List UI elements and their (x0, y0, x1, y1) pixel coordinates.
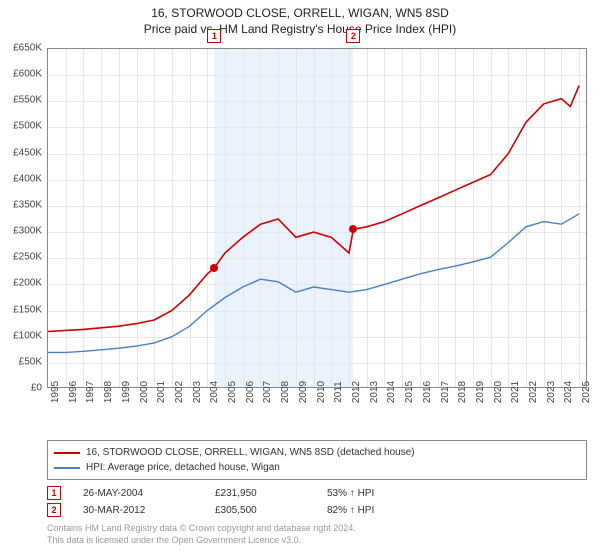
sale-marker-2: 2 (346, 29, 360, 43)
x-axis-label: 2006 (245, 381, 256, 403)
sale-marker-1: 1 (207, 29, 221, 43)
legend-swatch (54, 452, 80, 454)
footer-line2: This data is licensed under the Open Gov… (47, 535, 587, 547)
x-axis-label: 2009 (298, 381, 309, 403)
x-axis-label: 2003 (192, 381, 203, 403)
series-price_paid (48, 86, 579, 332)
chart-subtitle: Price paid vs. HM Land Registry's House … (0, 22, 600, 40)
y-axis-label: £550K (13, 95, 42, 106)
chart-area: 12 £0£50K£100K£150K£200K£250K£300K£350K£… (47, 48, 587, 408)
x-axis-label: 2018 (457, 381, 468, 403)
sale-pct-vs-hpi: 82% ↑ HPI (327, 505, 374, 516)
legend-row: HPI: Average price, detached house, Wiga… (54, 460, 580, 475)
marker-id-badge: 2 (47, 503, 61, 517)
sale-point-2 (349, 225, 357, 233)
x-axis-label: 2015 (404, 381, 415, 403)
x-axis-label: 2017 (440, 381, 451, 403)
footer-text: Contains HM Land Registry data © Crown c… (47, 523, 587, 546)
sale-date: 30-MAR-2012 (83, 505, 193, 516)
y-axis-label: £0 (31, 383, 42, 394)
x-axis-label: 2013 (369, 381, 380, 403)
y-axis-label: £450K (13, 147, 42, 158)
series-hpi (48, 214, 579, 353)
x-axis-label: 1999 (121, 381, 132, 403)
x-axis-label: 2005 (227, 381, 238, 403)
x-axis-label: 2021 (510, 381, 521, 403)
x-axis-label: 2001 (156, 381, 167, 403)
x-axis-label: 2011 (333, 381, 344, 403)
sale-point-1 (210, 264, 218, 272)
footer-line1: Contains HM Land Registry data © Crown c… (47, 523, 587, 535)
plot-region: 12 (47, 48, 587, 388)
y-axis-label: £100K (13, 330, 42, 341)
x-axis-label: 2008 (280, 381, 291, 403)
y-axis-label: £400K (13, 173, 42, 184)
x-axis-label: 1995 (50, 381, 61, 403)
y-axis-label: £500K (13, 121, 42, 132)
table-row: 1 26-MAY-2004 £231,950 53% ↑ HPI (47, 486, 587, 500)
x-axis-label: 1996 (68, 381, 79, 403)
chart-container: 16, STORWOOD CLOSE, ORRELL, WIGAN, WN5 8… (0, 0, 600, 560)
y-axis-label: £200K (13, 278, 42, 289)
x-axis-label: 1997 (85, 381, 96, 403)
table-row: 2 30-MAR-2012 £305,500 82% ↑ HPI (47, 503, 587, 517)
chart-title: 16, STORWOOD CLOSE, ORRELL, WIGAN, WN5 8… (0, 0, 600, 22)
x-axis-label: 2007 (262, 381, 273, 403)
legend-row: 16, STORWOOD CLOSE, ORRELL, WIGAN, WN5 8… (54, 445, 580, 460)
x-axis-label: 2020 (493, 381, 504, 403)
x-axis-label: 2024 (563, 381, 574, 403)
sale-pct-vs-hpi: 53% ↑ HPI (327, 488, 374, 499)
x-axis-label: 2002 (174, 381, 185, 403)
sale-price: £305,500 (215, 505, 305, 516)
sale-price: £231,950 (215, 488, 305, 499)
x-axis-label: 2004 (209, 381, 220, 403)
x-axis-label: 2022 (528, 381, 539, 403)
y-axis-label: £650K (13, 43, 42, 54)
y-axis-label: £50K (19, 356, 42, 367)
y-axis-label: £250K (13, 252, 42, 263)
x-axis-label: 2010 (316, 381, 327, 403)
x-axis-label: 2012 (351, 381, 362, 403)
sale-date: 26-MAY-2004 (83, 488, 193, 499)
line-series-svg (48, 49, 588, 389)
y-axis-label: £300K (13, 226, 42, 237)
legend-label: 16, STORWOOD CLOSE, ORRELL, WIGAN, WN5 8… (86, 445, 415, 460)
legend-swatch (54, 467, 80, 469)
legend-label: HPI: Average price, detached house, Wiga… (86, 460, 280, 475)
x-axis-label: 2000 (139, 381, 150, 403)
y-axis-label: £600K (13, 69, 42, 80)
marker-id-badge: 1 (47, 486, 61, 500)
x-axis-label: 2023 (546, 381, 557, 403)
x-axis-label: 2016 (422, 381, 433, 403)
x-axis-label: 1998 (103, 381, 114, 403)
legend-box: 16, STORWOOD CLOSE, ORRELL, WIGAN, WN5 8… (47, 440, 587, 480)
y-axis-label: £350K (13, 199, 42, 210)
legend-and-table: 16, STORWOOD CLOSE, ORRELL, WIGAN, WN5 8… (47, 440, 587, 546)
x-axis-label: 2025 (581, 381, 592, 403)
marker-table: 1 26-MAY-2004 £231,950 53% ↑ HPI 2 30-MAR-201… (47, 486, 587, 517)
x-axis-label: 2019 (475, 381, 486, 403)
y-axis-label: £150K (13, 304, 42, 315)
x-axis-label: 2014 (386, 381, 397, 403)
